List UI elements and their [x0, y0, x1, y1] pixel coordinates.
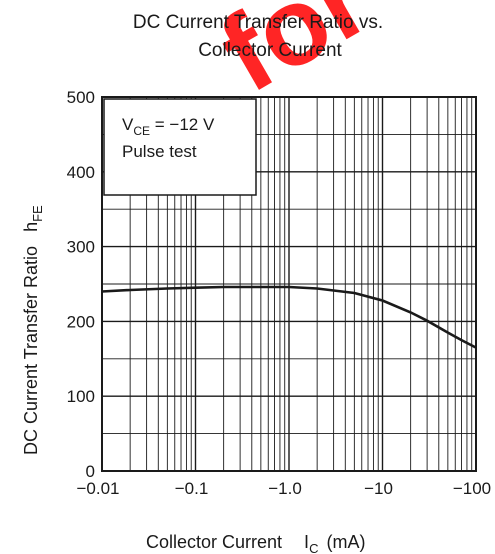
x-tick-label: −0.01	[76, 479, 119, 498]
y-tick-label: 0	[86, 462, 95, 481]
x-tick-label: −1.0	[268, 479, 302, 498]
series-line-hfe	[101, 285, 477, 349]
x-tick-label: −10	[364, 479, 393, 498]
x-axis-symbol: I	[304, 532, 309, 552]
annotation-box: VCE = −12 V Pulse test	[103, 98, 257, 196]
y-tick-label: 100	[67, 387, 95, 406]
x-tick-label: −100	[453, 479, 491, 498]
svg-text:VCE = −12 V: VCE = −12 V	[122, 115, 215, 138]
chart-title-line1: DC Current Transfer Ratio vs.	[133, 12, 383, 33]
y-axis-symbol-subscript: FE	[30, 205, 45, 222]
y-axis-label: DC Current Transfer Ratio	[21, 246, 41, 455]
x-axis-label: Collector Current	[146, 532, 282, 552]
x-tick-labels: −0.01 −0.1 −1.0 −10 −100	[76, 479, 491, 498]
chart-title-line2: Collector Current	[198, 40, 342, 61]
y-tick-labels: 0 100 200 300 400 500	[67, 88, 95, 481]
annotation-voltage-value: = −12 V	[150, 115, 215, 134]
annotation-v-symbol: V	[122, 115, 134, 134]
annotation-pulse-test: Pulse test	[122, 142, 197, 161]
y-tick-label: 400	[67, 163, 95, 182]
y-tick-label: 500	[67, 88, 95, 107]
y-tick-label: 300	[67, 238, 95, 257]
x-axis-unit: (mA)	[326, 532, 365, 552]
svg-text:DC Current Transfer RatiohFE: DC Current Transfer Ratio hFE	[21, 205, 45, 455]
annotation-ce-subscript: CE	[133, 124, 150, 138]
x-axis-symbol-subscript: C	[309, 541, 318, 554]
y-tick-label: 200	[67, 312, 95, 331]
x-tick-label: −0.1	[175, 479, 209, 498]
y-axis-symbol: h	[21, 222, 41, 232]
plot-frame	[101, 96, 477, 472]
